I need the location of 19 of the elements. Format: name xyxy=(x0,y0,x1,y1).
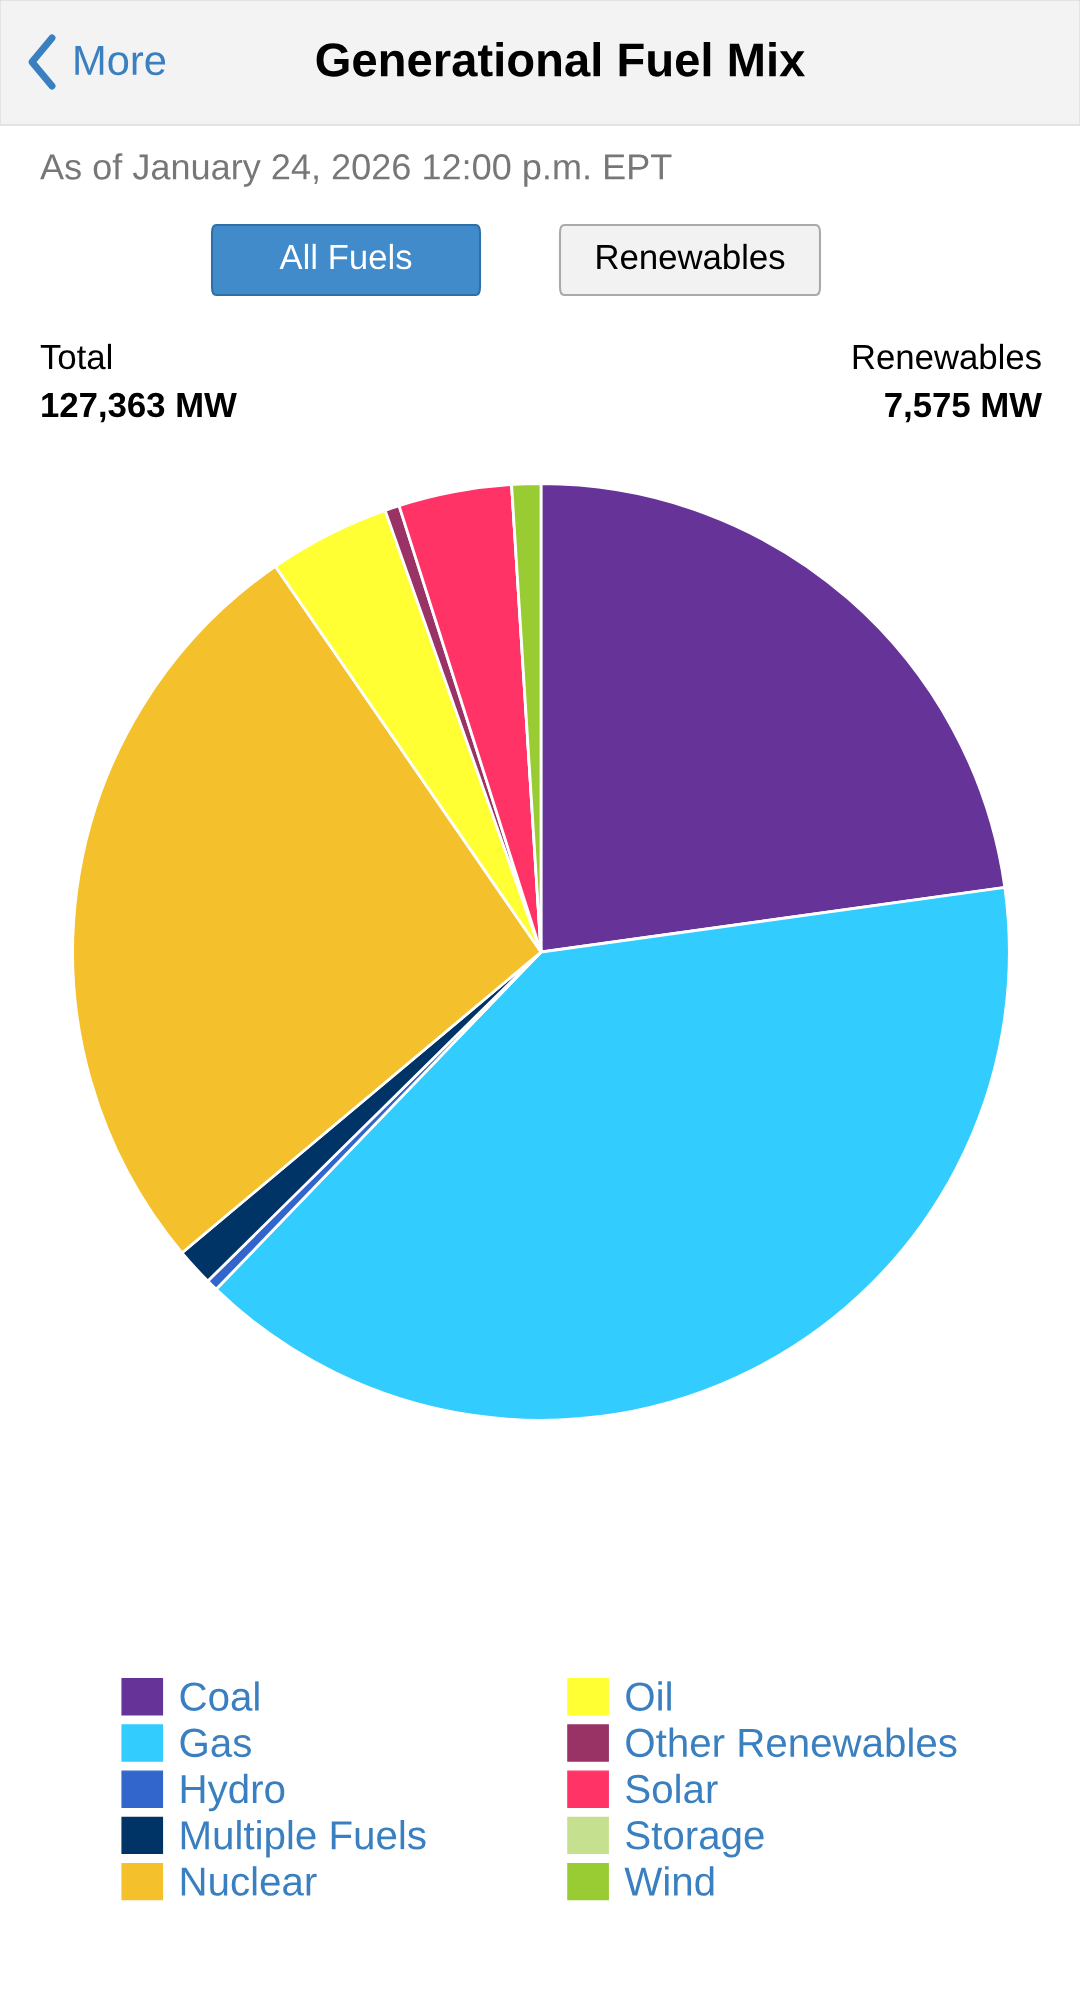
legend-label: Hydro xyxy=(181,1773,285,1812)
text: Renewables xyxy=(853,343,1041,370)
text: Renewables xyxy=(597,243,785,270)
legend-label: Other Renewables xyxy=(626,1727,957,1758)
text: 127,363 MW xyxy=(42,392,237,423)
text: More xyxy=(75,46,166,76)
legend-label: Coal xyxy=(180,1681,259,1711)
legend-label: Nuclear xyxy=(181,1866,317,1896)
text: Total xyxy=(40,343,112,370)
legend-label: Oil xyxy=(626,1681,671,1711)
legend-label: Multiple Fuels xyxy=(181,1819,426,1858)
text: 7,575 MW xyxy=(885,393,1042,423)
text: As of January 24, 2026 12:00 p.m. EPT xyxy=(40,153,672,187)
legend-label: Storage xyxy=(626,1821,764,1858)
text: All Fuels xyxy=(279,243,412,270)
chart-title: Generational Fuel Mix xyxy=(316,41,806,77)
legend-label: Solar xyxy=(626,1773,718,1804)
legend-label: Gas xyxy=(180,1728,251,1758)
legend-label: Wind xyxy=(624,1866,714,1896)
